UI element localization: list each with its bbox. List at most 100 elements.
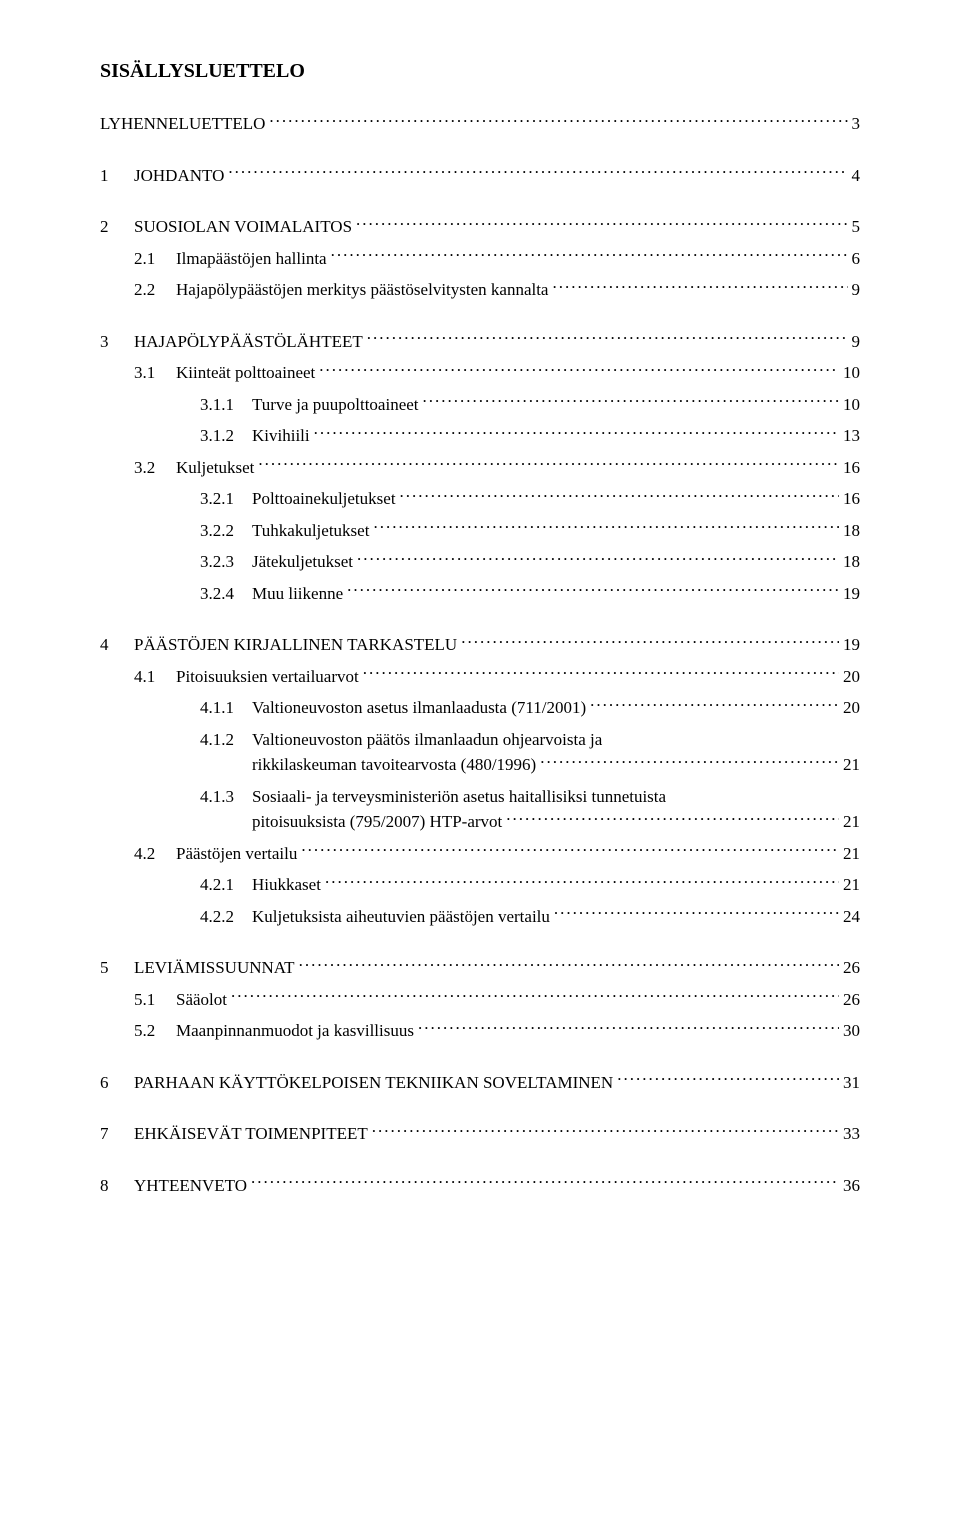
toc-number: 3.1.1 [200,392,252,418]
toc-leader [363,665,839,682]
toc-label: LYHENNELUETTELO [100,111,269,137]
toc-leader [461,633,839,650]
toc-leader [617,1071,839,1088]
toc-page: 20 [839,664,860,690]
toc-label: PARHAAN KÄYTTÖKELPOISEN TEKNIIKAN SOVELT… [134,1070,617,1096]
toc-number: 7 [100,1121,134,1147]
toc-page: 3 [848,111,861,137]
toc-leader [372,1122,839,1139]
toc-page: 20 [839,695,860,721]
toc-page: 26 [839,987,860,1013]
toc-leader [373,519,839,536]
toc-entry: 4PÄÄSTÖJEN KIRJALLINEN TARKASTELU19 [100,632,860,658]
toc-entry: 4.1.2Valtioneuvoston päätös ilmanlaadun … [100,727,860,778]
toc-page: 31 [839,1070,860,1096]
toc-label: Turve ja puupolttoaineet [252,392,423,418]
toc-label: Polttoainekuljetukset [252,486,400,512]
toc-leader [258,456,839,473]
toc-page: 21 [839,809,860,835]
toc-leader [331,247,848,264]
toc-label: Pitoisuuksien vertailuarvot [176,664,363,690]
toc-entry: 4.2.1Hiukkaset21 [100,872,860,898]
toc-page: 19 [839,581,860,607]
toc-label: Hajapölypäästöjen merkitys päästöselvity… [176,277,552,303]
toc-entry: 3.2.1Polttoainekuljetukset 16 [100,486,860,512]
toc-entry: 5LEVIÄMISSUUNNAT26 [100,955,860,981]
toc-entry: 3.1.2Kivihiili13 [100,423,860,449]
toc-leader [269,112,847,129]
toc-label: Valtioneuvoston päätös ilmanlaadun ohjea… [252,727,860,753]
toc-number: 1 [100,163,134,189]
toc-entry: 4.1Pitoisuuksien vertailuarvot 20 [100,664,860,690]
toc-leader [301,842,839,859]
toc-entry: 5.2Maanpinnanmuodot ja kasvillisuus30 [100,1018,860,1044]
toc-leader [418,1019,839,1036]
toc-label: EHKÄISEVÄT TOIMENPITEET [134,1121,372,1147]
toc-entry: 4.1.1Valtioneuvoston asetus ilmanlaadust… [100,695,860,721]
toc-page: 10 [839,392,860,418]
toc-entry: LYHENNELUETTELO 3 [100,111,860,137]
toc-page: 26 [839,955,860,981]
toc-number: 5.2 [134,1018,176,1044]
toc-entry: 3.1Kiinteät polttoaineet10 [100,360,860,386]
toc-number: 2.2 [134,277,176,303]
toc-leader [319,361,839,378]
toc-label: Hiukkaset [252,872,325,898]
toc-leader [552,278,847,295]
toc-label: Jätekuljetukset [252,549,357,575]
toc-entry: 1JOHDANTO4 [100,163,860,189]
toc-entry: 6PARHAAN KÄYTTÖKELPOISEN TEKNIIKAN SOVEL… [100,1070,860,1096]
toc-page: 4 [848,163,861,189]
toc-page: 10 [839,360,860,386]
toc-leader [299,956,839,973]
toc-label: HAJAPÖLYPÄÄSTÖLÄHTEET [134,329,367,355]
toc-leader [231,988,839,1005]
toc-number: 4.2.1 [200,872,252,898]
toc-entry: 4.2.2Kuljetuksista aiheutuvien päästöjen… [100,904,860,930]
toc-page: 16 [839,486,860,512]
toc-leader [506,810,839,827]
toc-label: Muu liikenne [252,581,347,607]
toc-page: 18 [839,549,860,575]
toc-entry: 3.2.2Tuhkakuljetukset18 [100,518,860,544]
toc-entry: 4.2Päästöjen vertailu21 [100,841,860,867]
page-title: SISÄLLYSLUETTELO [100,60,860,83]
toc-number: 6 [100,1070,134,1096]
toc-number: 4.1 [134,664,176,690]
toc-label: pitoisuuksista (795/2007) HTP-arvot [252,809,506,835]
toc-leader [325,873,839,890]
toc-number: 4 [100,632,134,658]
toc-page: 18 [839,518,860,544]
toc-number: 3.1.2 [200,423,252,449]
toc-number: 3.2 [134,455,176,481]
toc-entry: 3.2.4Muu liikenne19 [100,581,860,607]
toc-number: 4.2 [134,841,176,867]
toc-page: 9 [848,329,861,355]
toc-entry: 2.1Ilmapäästöjen hallinta6 [100,246,860,272]
toc-label: Kuljetuksista aiheutuvien päästöjen vert… [252,904,554,930]
toc-leader [228,164,847,181]
toc-entry: 3.2.3Jätekuljetukset18 [100,549,860,575]
toc-label: Sosiaali- ja terveysministeriön asetus h… [252,784,860,810]
toc-number: 3.2.2 [200,518,252,544]
toc-leader [314,424,839,441]
toc-label: SUOSIOLAN VOIMALAITOS [134,214,356,240]
toc-label: Kuljetukset [176,455,258,481]
toc-page: 24 [839,904,860,930]
toc-number: 3 [100,329,134,355]
toc-leader [367,330,848,347]
toc-label: LEVIÄMISSUUNNAT [134,955,299,981]
toc-number: 3.2.1 [200,486,252,512]
toc-entry: 2.2Hajapölypäästöjen merkitys päästöselv… [100,277,860,303]
toc-number: 8 [100,1173,134,1199]
toc-page: 19 [839,632,860,658]
toc-number: 4.2.2 [200,904,252,930]
toc-leader [357,550,839,567]
toc-label: rikkilaskeuman tavoitearvosta (480/1996) [252,752,540,778]
toc-entry: 3.1.1Turve ja puupolttoaineet 10 [100,392,860,418]
toc-number: 2 [100,214,134,240]
toc-page: 9 [848,277,861,303]
toc-page: 16 [839,455,860,481]
toc-number: 3.1 [134,360,176,386]
toc-leader [251,1174,839,1191]
